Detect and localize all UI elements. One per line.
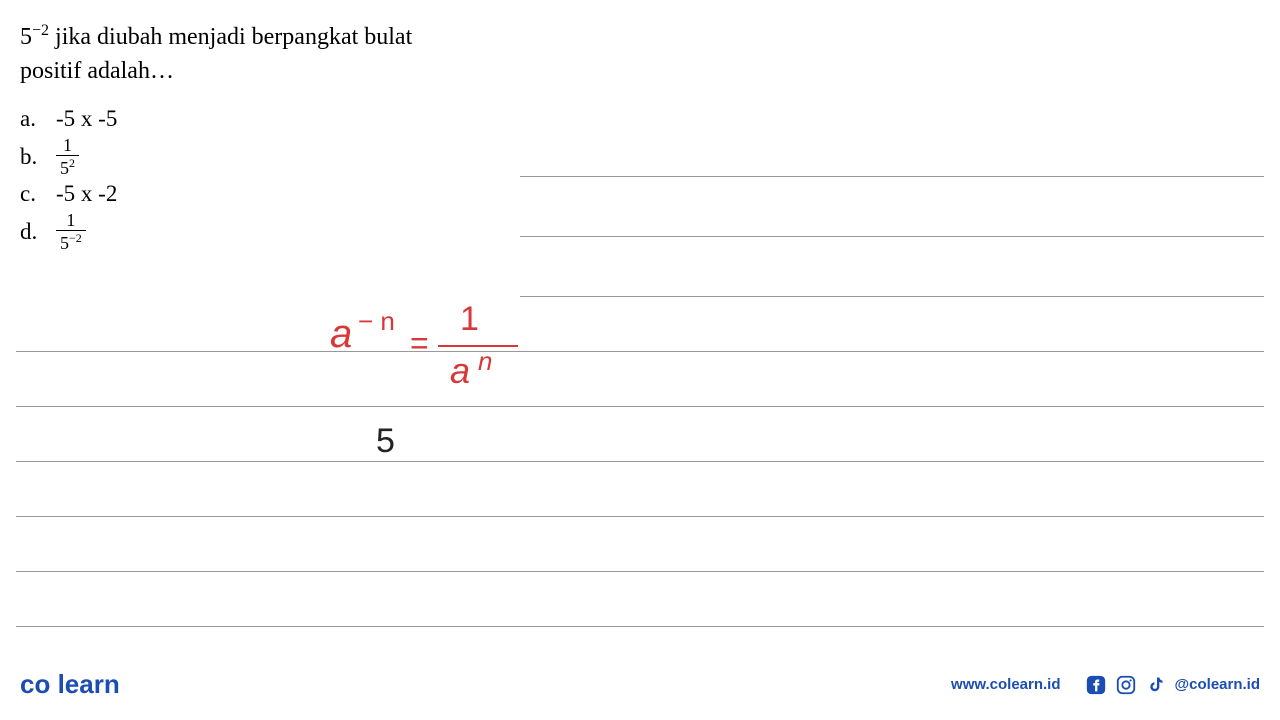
logo-learn: learn — [58, 669, 120, 699]
option-d: d. 1 5−2 — [20, 211, 1260, 252]
logo: co learn — [20, 669, 120, 700]
facebook-icon — [1085, 674, 1107, 696]
option-d-den: 5−2 — [56, 230, 86, 252]
social-icons: @colearn.id — [1085, 674, 1260, 696]
question-exponent: −2 — [32, 22, 49, 39]
option-a: a. -5 x -5 — [20, 106, 1260, 132]
question-text: 5−2 jika diubah menjadi berpangkat bulat — [20, 20, 1260, 55]
ruled-line — [520, 236, 1264, 237]
option-a-text: -5 x -5 — [56, 106, 117, 132]
social-handle: @colearn.id — [1175, 676, 1260, 693]
ruled-line — [520, 176, 1264, 177]
hw-formula-exp: − n — [358, 306, 395, 337]
tiktok-icon — [1145, 674, 1167, 696]
hw-formula-num: 1 — [460, 300, 479, 339]
question-base: 5 — [20, 24, 32, 50]
footer: co learn www.colearn.id @colearn.id — [20, 669, 1260, 700]
hw-five: 5 — [376, 422, 395, 461]
hw-formula-eq: = — [410, 325, 429, 362]
option-b: b. 1 52 — [20, 136, 1260, 177]
ruled-line — [16, 406, 1264, 407]
ruled-line — [16, 626, 1264, 627]
option-b-fraction: 1 52 — [56, 136, 79, 177]
footer-right: www.colearn.id @colearn.id — [951, 674, 1260, 696]
instagram-icon — [1115, 674, 1137, 696]
hw-formula-den-n: n — [478, 346, 492, 377]
question-rest-1: jika diubah menjadi berpangkat bulat — [49, 24, 412, 50]
option-c-text: -5 x -2 — [56, 181, 117, 207]
ruled-line — [16, 516, 1264, 517]
question-text-2: positif adalah… — [20, 55, 1260, 89]
option-d-num: 1 — [62, 211, 79, 230]
option-b-den: 52 — [56, 155, 79, 177]
logo-dot — [50, 669, 57, 699]
options-list: a. -5 x -5 b. 1 52 c. -5 x -2 d. 1 5−2 — [20, 106, 1260, 252]
option-d-label: d. — [20, 219, 56, 245]
option-c-label: c. — [20, 181, 56, 207]
ruled-line — [520, 296, 1264, 297]
option-d-fraction: 1 5−2 — [56, 211, 86, 252]
option-c: c. -5 x -2 — [20, 181, 1260, 207]
option-b-num: 1 — [59, 136, 76, 155]
logo-co: co — [20, 669, 50, 699]
hw-formula-a: a — [330, 312, 352, 357]
option-a-label: a. — [20, 106, 56, 132]
ruled-line — [16, 571, 1264, 572]
footer-url: www.colearn.id — [951, 676, 1060, 693]
option-b-label: b. — [20, 144, 56, 170]
ruled-line — [16, 351, 1264, 352]
ruled-line — [16, 461, 1264, 462]
hw-formula-den-a: a — [450, 350, 470, 392]
